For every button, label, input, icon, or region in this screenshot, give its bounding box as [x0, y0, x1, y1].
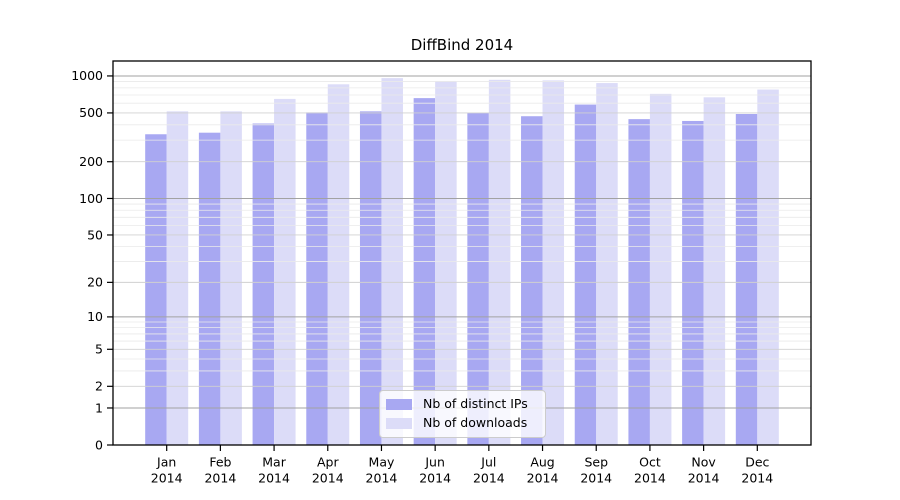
y-tick-label: 0: [95, 437, 103, 452]
bar-downloads-sep: [596, 83, 618, 446]
bar-distinct-ips-jul: [467, 112, 489, 446]
bar-downloads-aug: [542, 80, 565, 446]
x-tick-label-sep: Sep 2014: [580, 455, 612, 486]
x-tick-label-mar: Mar 2014: [258, 455, 290, 486]
bar-downloads-oct: [649, 93, 672, 445]
y-tick-label: 2: [95, 379, 103, 394]
y-tick-label: 200: [79, 154, 103, 169]
legend-swatch-downloads: [386, 418, 412, 429]
legend: Nb of distinct IPs Nb of downloads: [379, 390, 546, 438]
legend-label-downloads: Nb of downloads: [423, 415, 528, 431]
x-tick-label-jan: Jan 2014: [151, 455, 183, 486]
x-tick-label-may: May 2014: [366, 455, 398, 486]
x-tick-label-aug: Aug 2014: [527, 455, 559, 486]
x-tick-label-jul: Jul 2014: [473, 455, 505, 486]
legend-swatch-distinct-ips: [386, 399, 412, 410]
y-tick-label: 1000: [71, 68, 103, 83]
bar-distinct-ips-dec: [735, 113, 758, 445]
bar-downloads-dec: [757, 89, 779, 446]
bar-downloads-apr: [327, 84, 350, 445]
x-tick-label-oct: Oct 2014: [634, 455, 666, 486]
bar-downloads-mar: [274, 98, 296, 445]
bar-downloads-jun: [435, 80, 457, 445]
bar-distinct-ips-apr: [306, 112, 328, 445]
x-tick-label-nov: Nov 2014: [688, 455, 720, 486]
chart-title: DiffBind 2014: [410, 36, 514, 54]
legend-item-downloads: Nb of downloads: [386, 415, 545, 431]
bar-distinct-ips-sep: [574, 104, 597, 446]
x-tick-label-feb: Feb 2014: [204, 455, 236, 486]
y-tick-label: 500: [79, 105, 103, 120]
legend-label-distinct-ips: Nb of distinct IPs: [423, 396, 528, 412]
x-tick-label-jun: Jun 2014: [419, 455, 451, 486]
y-tick-label: 10: [87, 309, 103, 324]
bar-distinct-ips-jun: [413, 98, 436, 445]
x-tick-label-apr: Apr 2014: [312, 455, 344, 486]
bar-distinct-ips-nov: [682, 120, 704, 446]
bar-distinct-ips-jan: [145, 134, 167, 446]
bar-downloads-nov: [703, 97, 726, 445]
bar-distinct-ips-feb: [198, 132, 221, 445]
bar-distinct-ips-mar: [252, 123, 275, 445]
y-tick-label: 50: [87, 227, 103, 242]
y-tick-label: 5: [95, 342, 103, 357]
bar-downloads-jul: [488, 79, 511, 446]
bar-downloads-jan: [166, 111, 189, 445]
y-tick-label: 1: [95, 400, 103, 415]
x-tick-label-dec: Dec 2014: [741, 455, 773, 486]
y-tick-label: 100: [79, 191, 103, 206]
legend-item-distinct-ips: Nb of distinct IPs: [386, 396, 545, 412]
bar-downloads-feb: [220, 111, 242, 445]
y-tick-label: 20: [87, 275, 103, 290]
bar-distinct-ips-may: [359, 111, 382, 445]
plot-border: [112, 60, 812, 446]
